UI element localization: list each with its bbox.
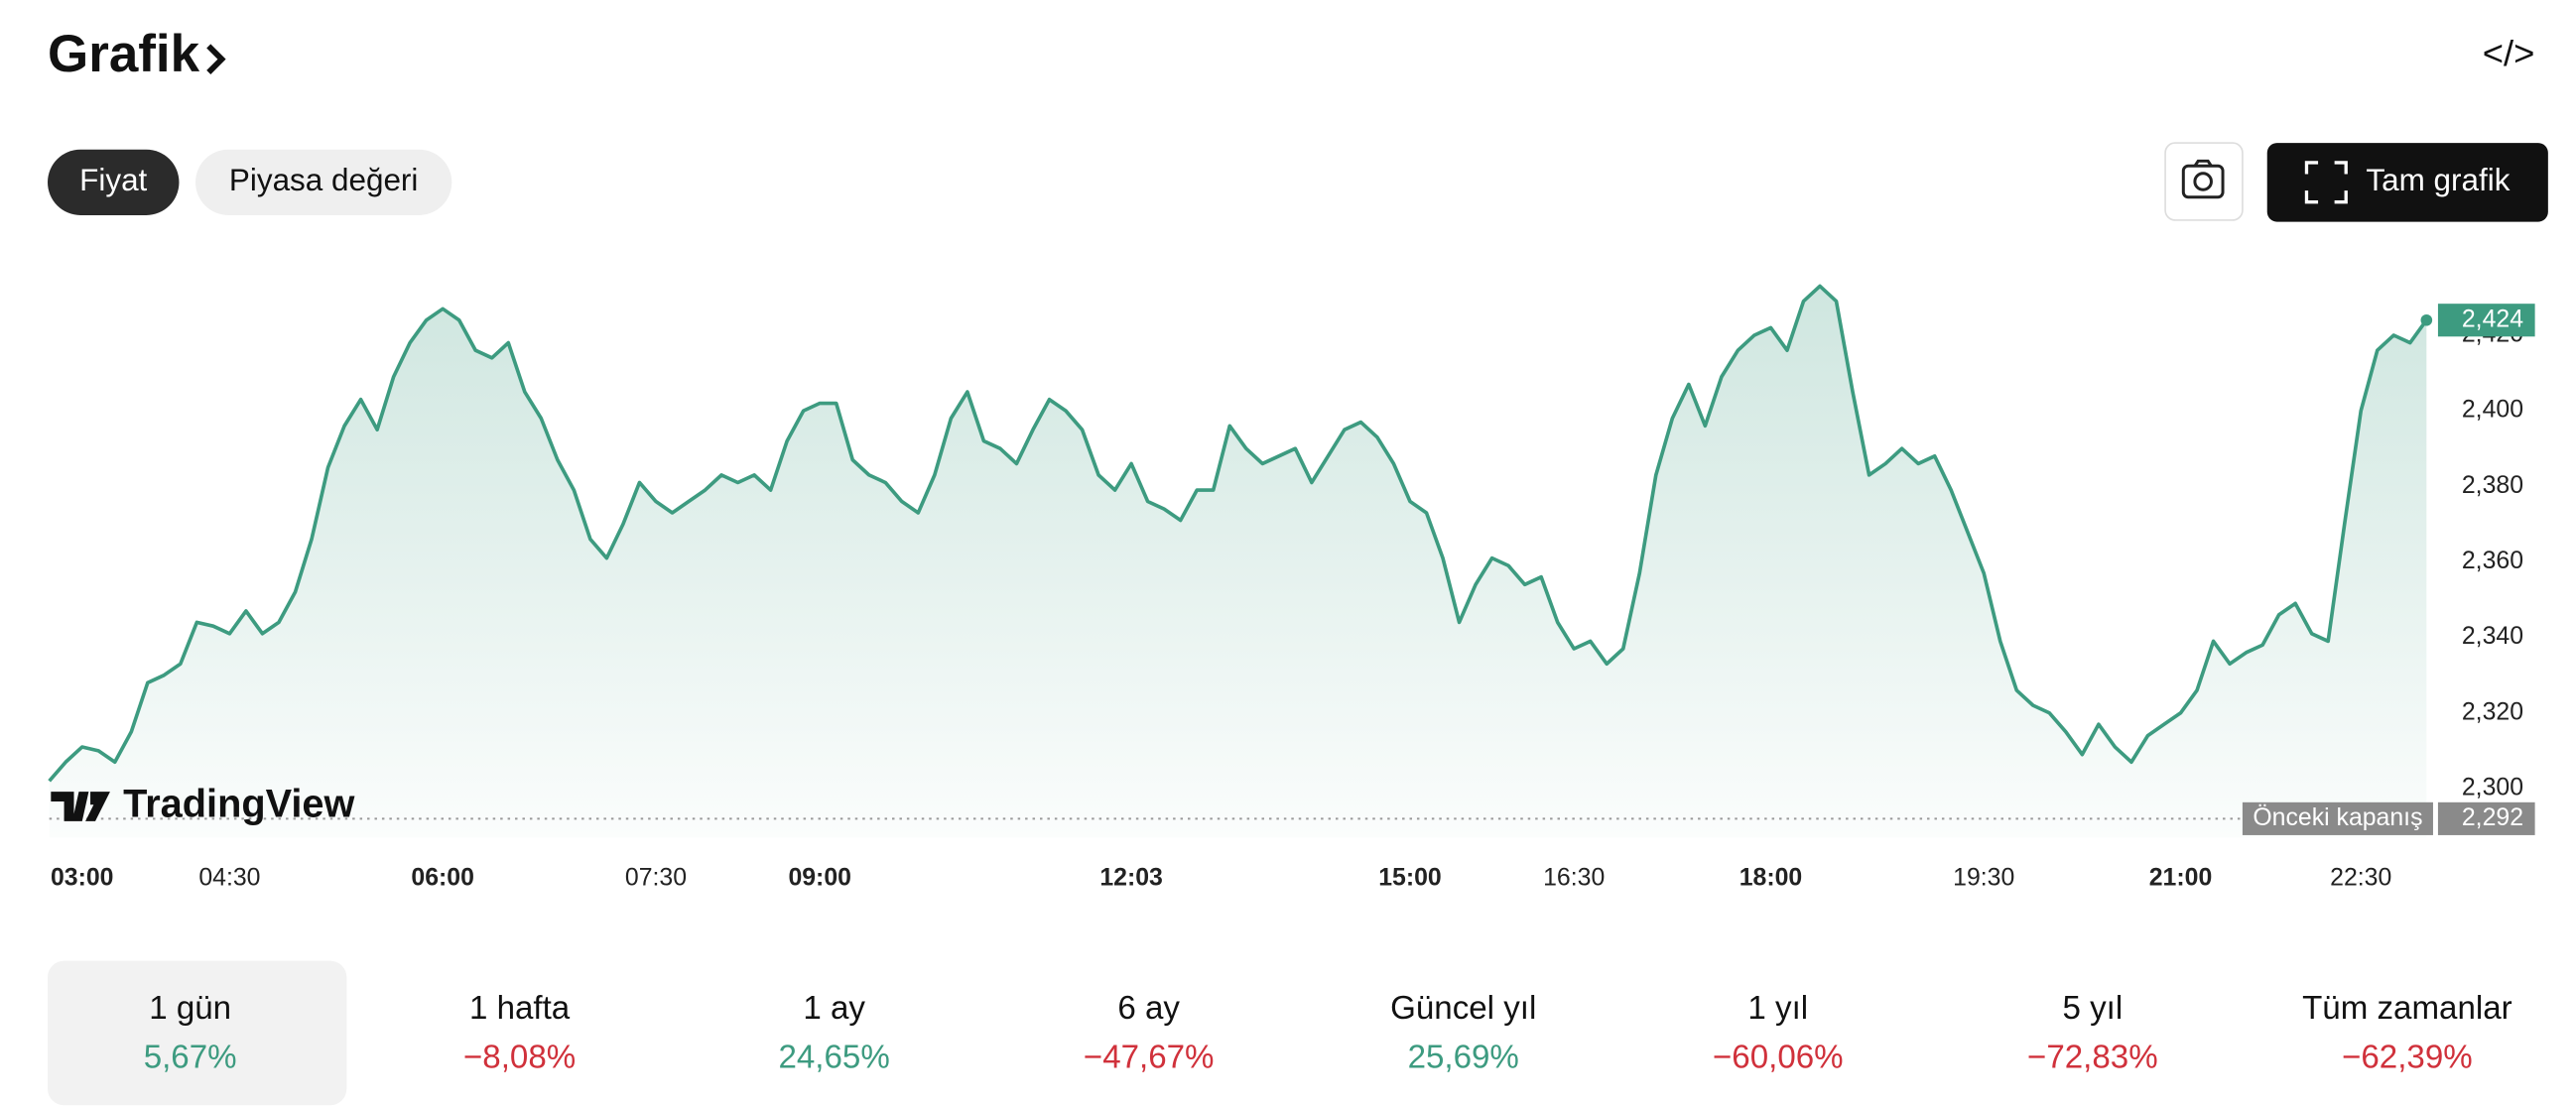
x-tick-label: 19:30 [1953,864,2014,891]
period-selector: 1 gün 5,67% 1 hafta −8,08% 1 ay 24,65% 6 ay −47… [48,960,2512,1106]
period-change[interactable]: 25,69% [1408,1040,1519,1076]
x-tick-label: 22:30 [2330,864,2391,891]
period-change[interactable]: −47,67% [1084,1040,1215,1076]
y-tick-label: 2,320 [2462,698,2523,725]
x-tick-label: 03:00 [51,864,114,891]
header-chevron[interactable] [206,44,226,74]
embed-button[interactable]: </> [2483,33,2535,73]
camera-icon [2181,159,2225,199]
period-label[interactable]: 5 yıl [2062,990,2123,1027]
x-tick-label: 06:00 [411,864,474,891]
x-tick-label: 12:03 [1099,864,1163,891]
y-tick-label: 2,380 [2462,472,2523,499]
snapshot-button[interactable] [2164,142,2244,221]
x-tick-label: 16:30 [1543,864,1605,891]
x-tick-label: 15:00 [1378,864,1442,891]
tab[interactable] [195,149,452,215]
x-tick-label: 07:30 [625,864,687,891]
previous-close-value-tag [2437,801,2535,835]
price-line [48,284,2428,783]
period-change[interactable]: −60,06% [1713,1040,1844,1076]
full-chart-label[interactable]: Tam grafik [2366,163,2510,197]
y-tick-label: 2,400 [2462,397,2523,424]
tab-label[interactable]: Piyasa değeri [229,163,418,197]
x-tick-label: 21:00 [2149,864,2213,891]
period-label[interactable]: 1 ay [803,990,865,1027]
fullscreen-icon [2304,161,2348,204]
period-label[interactable]: Güncel yıl [1390,990,1536,1027]
x-tick-label: 04:30 [198,864,260,891]
period-change[interactable]: −8,08% [463,1040,576,1076]
previous-close-name: Önceki kapanış [2253,804,2422,831]
period-change[interactable]: 24,65% [778,1040,889,1076]
period-label[interactable]: 1 hafta [469,990,571,1027]
area [49,286,2427,838]
chart: 2,3002,3202,3402,3602,3802,4002,420Öncek… [48,284,2535,891]
brand-logo [51,792,110,821]
header-title[interactable]: Grafik [48,25,200,83]
x-tick-label: 09:00 [788,864,851,891]
y-tick-label: 2,300 [2462,774,2523,800]
period-change[interactable]: −72,83% [2027,1040,2158,1076]
period-label[interactable]: Tüm zamanlar [2302,990,2512,1027]
period-label[interactable]: 6 ay [1117,990,1180,1027]
last-value-tag [2437,304,2535,337]
previous-close-value: 2,292 [2462,804,2523,831]
period-active[interactable] [48,960,347,1106]
period-change[interactable]: 5,67% [144,1040,237,1076]
previous-close-tag [2242,801,2433,835]
tab-label[interactable]: Fiyat [79,163,147,197]
y-tick-label: 2,340 [2462,623,2523,650]
x-tick-label: 18:00 [1739,864,1803,891]
period-change[interactable]: −62,39% [2342,1040,2473,1076]
last-point [2420,313,2433,326]
period-label[interactable]: 1 gün [149,990,231,1027]
last-value-label: 2,424 [2462,306,2523,332]
period-label[interactable]: 1 yıl [1747,990,1808,1027]
tab-active[interactable] [48,149,180,215]
brand-name: TradingView [123,782,354,825]
y-tick-label: 2,360 [2462,548,2523,574]
